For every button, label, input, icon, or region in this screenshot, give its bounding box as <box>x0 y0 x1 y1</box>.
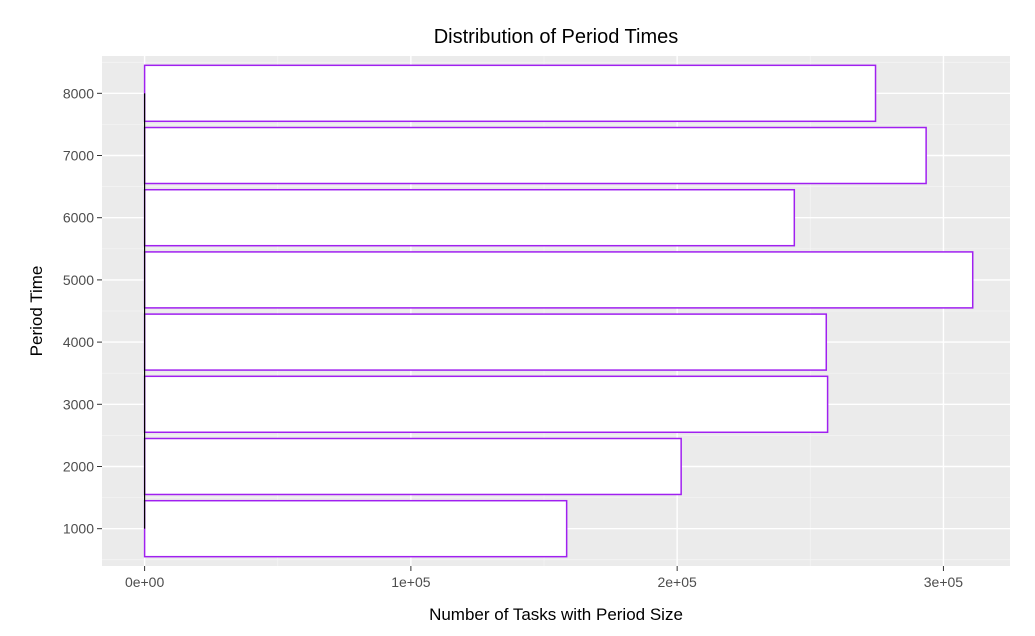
x-tick-label: 3e+05 <box>924 574 964 590</box>
y-tick-label: 2000 <box>63 458 94 474</box>
bar-2000 <box>143 437 682 496</box>
bar-1000 <box>143 499 568 558</box>
y-axis-title: Period Time <box>27 266 46 357</box>
x-axis: 0e+00 1e+05 2e+05 3e+05 <box>125 566 963 590</box>
y-tick-label: 8000 <box>63 85 94 101</box>
y-tick-label: 5000 <box>63 272 94 288</box>
x-axis-title: Number of Tasks with Period Size <box>429 605 683 624</box>
bar-8000 <box>143 64 877 123</box>
y-tick-label: 4000 <box>63 334 94 350</box>
bar-6000 <box>143 188 796 247</box>
bars <box>143 64 974 558</box>
bar-3000 <box>143 375 829 434</box>
bar-5000 <box>143 251 974 309</box>
bar-7000 <box>143 126 927 185</box>
x-tick-label: 0e+00 <box>125 574 165 590</box>
bar-4000 <box>143 313 828 371</box>
y-tick-label: 6000 <box>63 210 94 226</box>
x-tick-label: 2e+05 <box>657 574 697 590</box>
y-axis: 1000 2000 3000 4000 5000 6000 7000 8000 <box>63 85 102 537</box>
x-tick-label: 1e+05 <box>391 574 431 590</box>
y-tick-label: 1000 <box>63 521 94 537</box>
chart-title: Distribution of Period Times <box>434 26 679 48</box>
y-tick-label: 7000 <box>63 148 94 164</box>
y-tick-label: 3000 <box>63 396 94 412</box>
